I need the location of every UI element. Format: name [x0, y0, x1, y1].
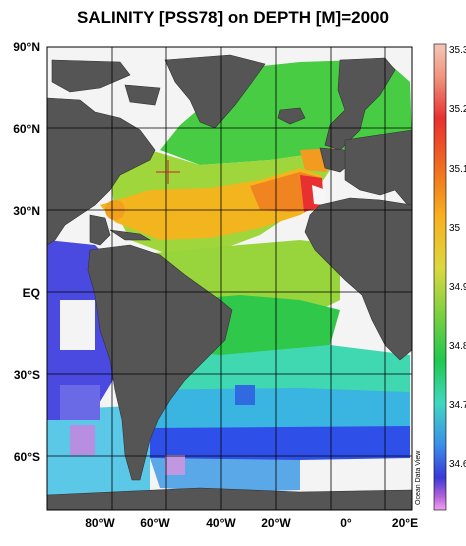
colorbar-tick: 34.7: [449, 400, 466, 411]
lon-label: 20°W: [261, 516, 291, 530]
lat-label: 90°N: [13, 40, 40, 54]
lat-label: 60°N: [13, 122, 40, 136]
colorbar: 35.3 35.2 35.1 35 34.9 34.8 34.7 34.6 Oc…: [415, 43, 466, 511]
colorbar-tick: 35.1: [449, 164, 466, 175]
colorbar-tick: 34.6: [449, 459, 466, 470]
lon-label: 80°W: [85, 516, 115, 530]
colorbar-tick: 34.9: [449, 282, 466, 293]
graticule: [47, 47, 412, 510]
map-frame: [46, 46, 413, 511]
colorbar-tick: 34.8: [449, 341, 466, 352]
lon-label: 0°: [340, 516, 352, 530]
lat-label: EQ: [23, 286, 40, 300]
lat-label: 30°S: [14, 368, 40, 382]
lon-label: 60°W: [140, 516, 170, 530]
colorbar-gradient: [433, 43, 447, 511]
lat-axis: 90°N 60°N 30°N EQ 30°S 60°S: [13, 40, 40, 464]
station-marker[interactable]: [156, 160, 180, 184]
lon-label: 40°W: [206, 516, 236, 530]
lon-axis: 80°W 60°W 40°W 20°W 0° 20°E: [85, 516, 418, 530]
lat-label: 30°N: [13, 204, 40, 218]
colorbar-tick: 35: [449, 223, 461, 234]
colorbar-tick: 35.3: [449, 45, 466, 56]
map-title: SALINITY [PSS78] on DEPTH [M]=2000: [77, 8, 389, 27]
colorbar-tick: 35.2: [449, 104, 466, 115]
odv-brand: Ocean Data View: [415, 450, 422, 505]
lat-label: 60°S: [14, 450, 40, 464]
lon-label: 20°E: [392, 516, 418, 530]
